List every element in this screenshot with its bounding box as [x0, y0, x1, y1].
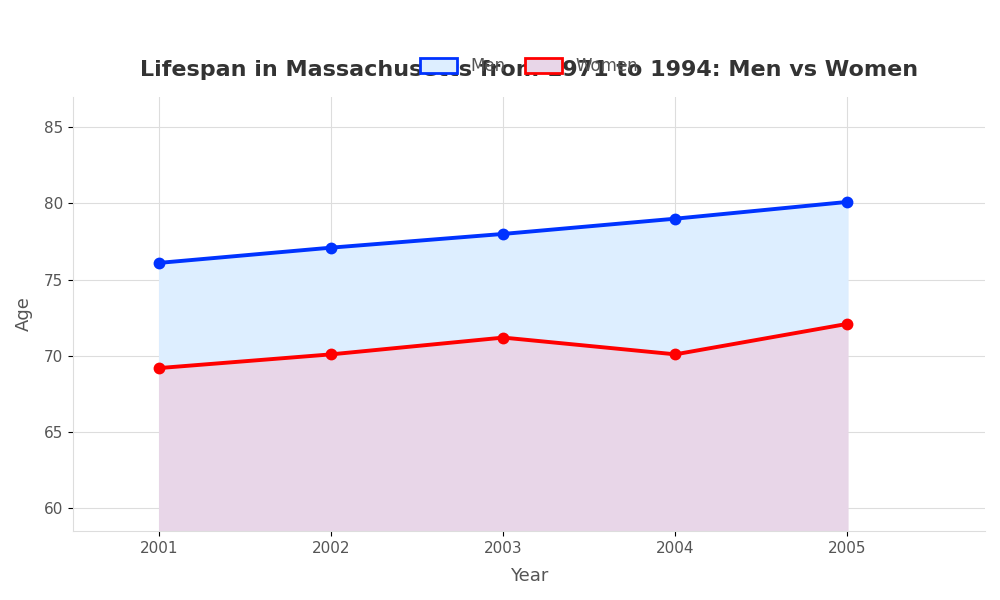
Title: Lifespan in Massachusetts from 1971 to 1994: Men vs Women: Lifespan in Massachusetts from 1971 to 1… [140, 60, 918, 80]
X-axis label: Year: Year [510, 567, 548, 585]
Y-axis label: Age: Age [15, 296, 33, 331]
Legend: Men, Women: Men, Women [412, 49, 646, 83]
